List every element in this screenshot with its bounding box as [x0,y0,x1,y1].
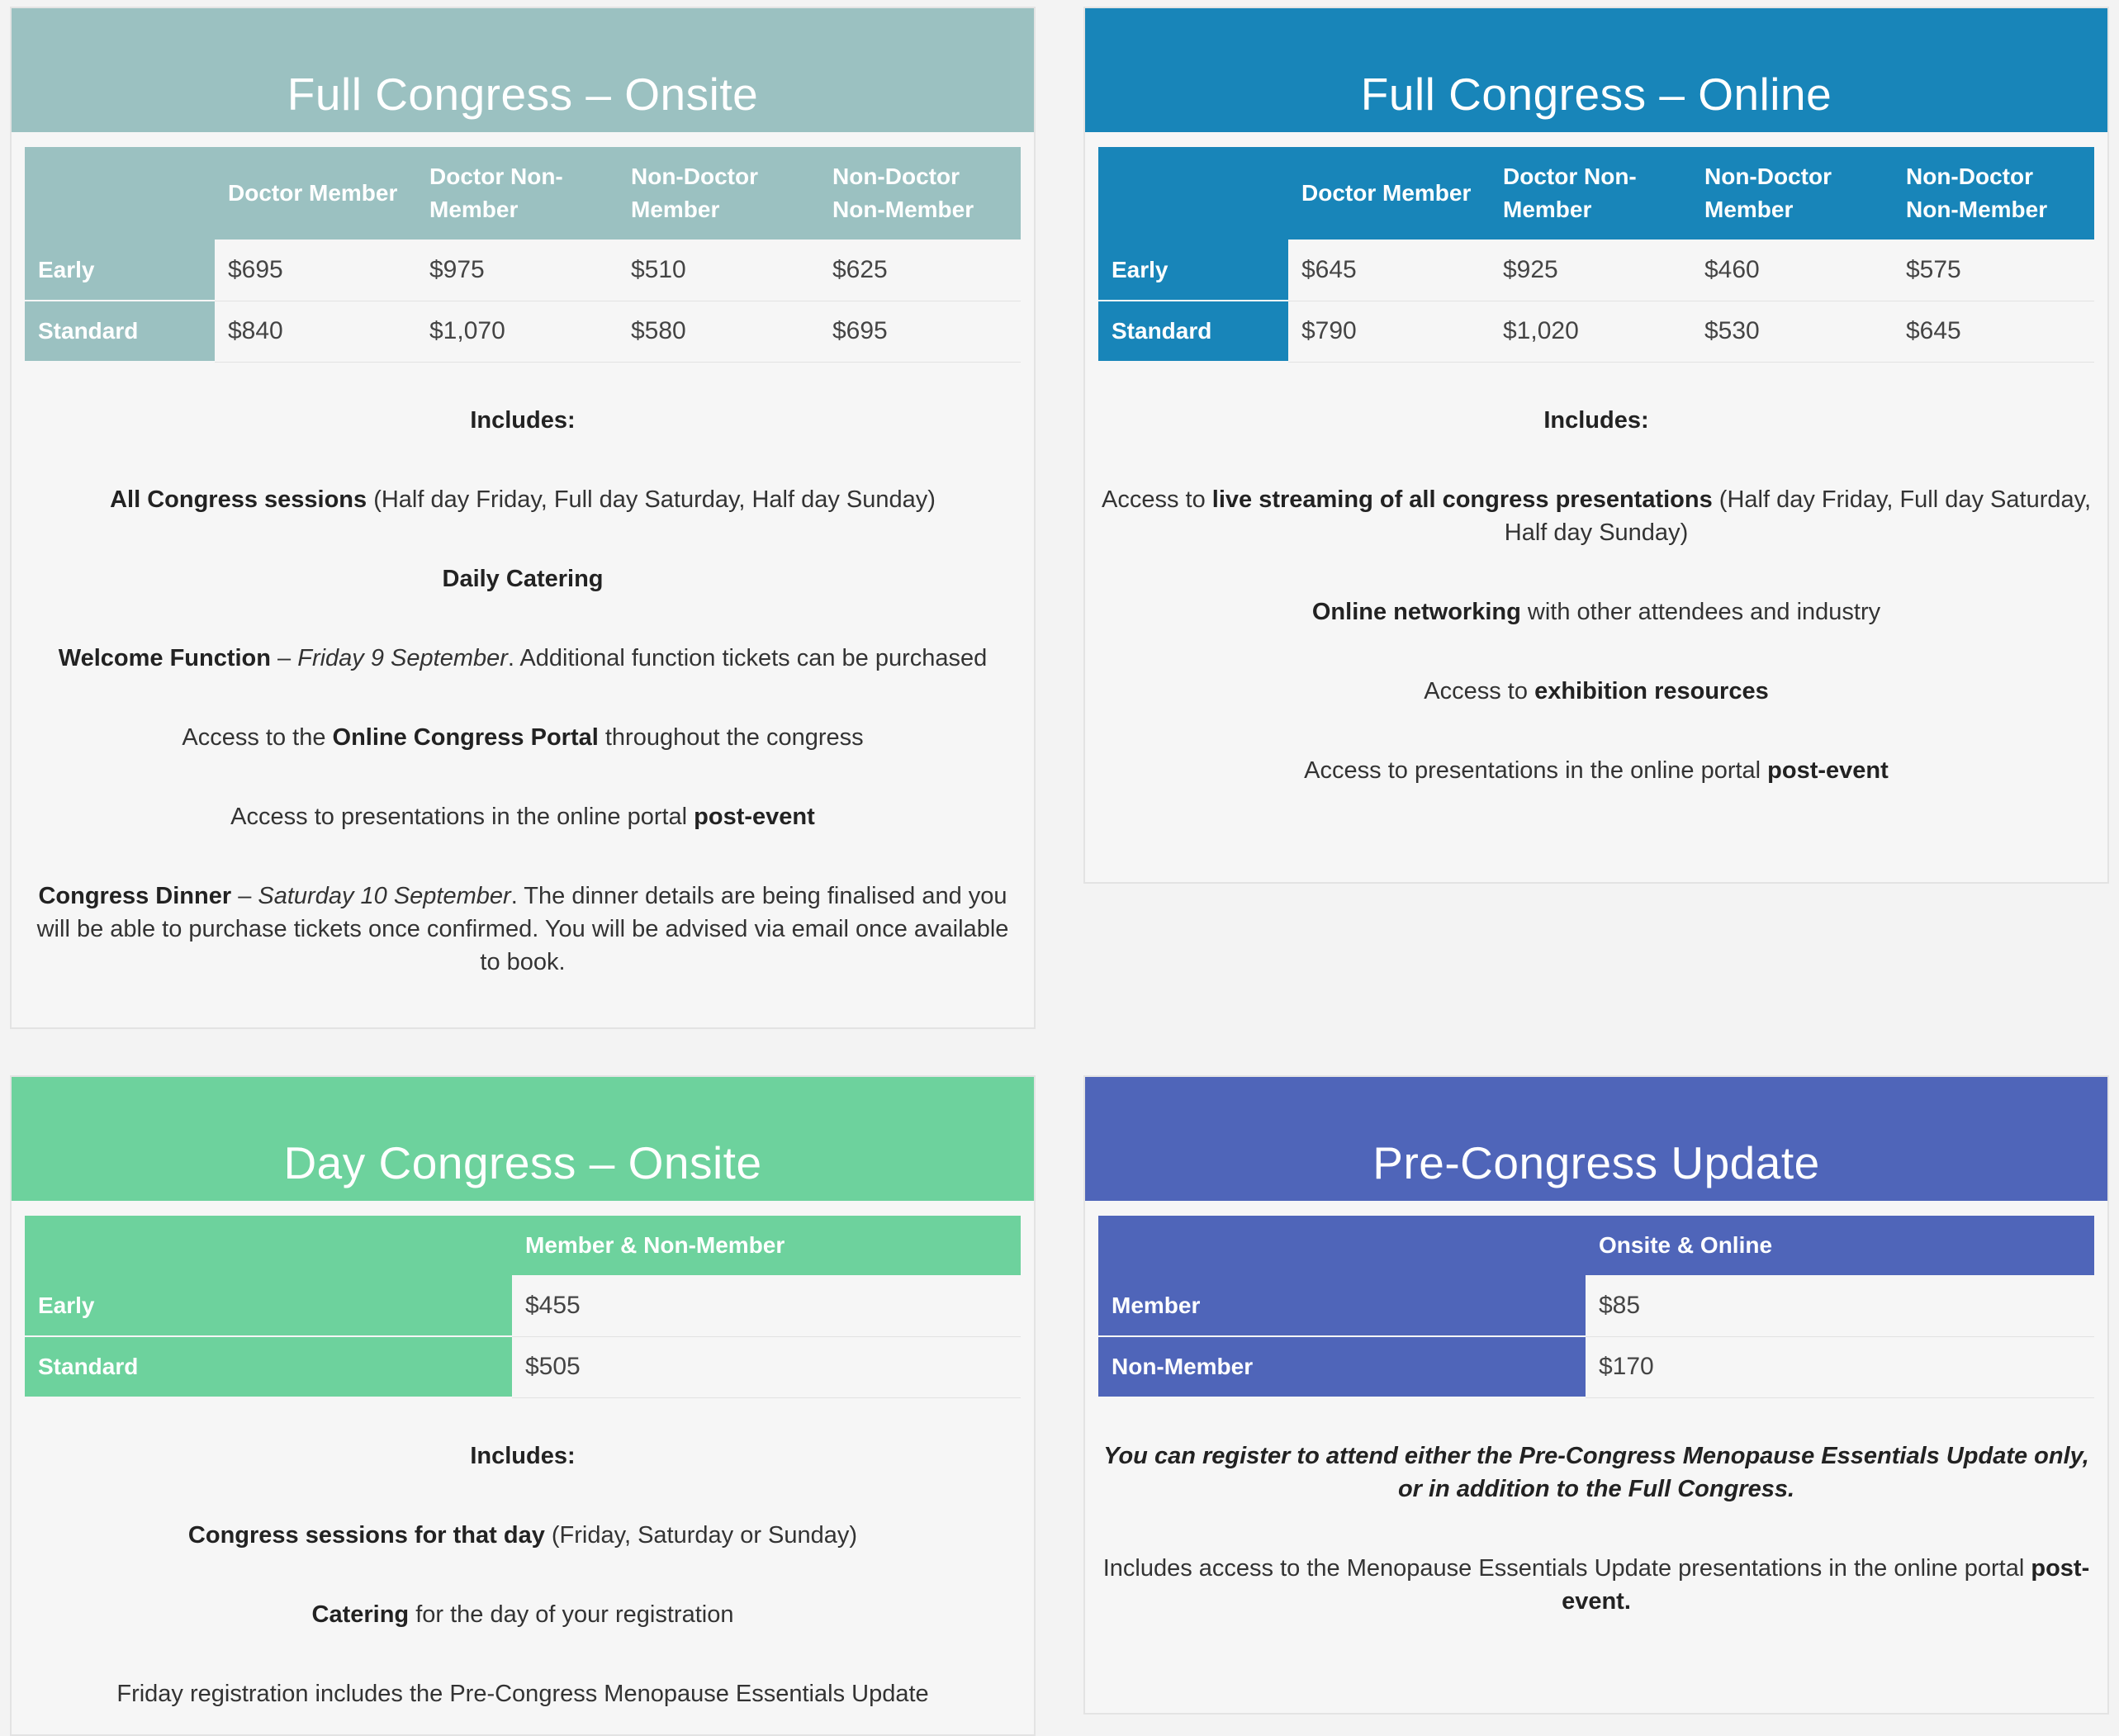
price-cell: $510 [618,240,819,301]
include-item: Online networking with other attendees a… [1311,599,1881,625]
table-header-row: Doctor Member Doctor Non-Member Non-Doct… [1098,147,2094,240]
price-cell: $1,020 [1490,301,1691,363]
table-row: Standard $790 $1,020 $530 $645 [1098,301,2094,363]
pricing-table: Member & Non-Member Early $455 Standard … [25,1216,1021,1398]
column-header [25,147,215,240]
includes-heading: Includes: [1543,407,1649,434]
column-header: Doctor Member [215,147,416,240]
card-full-congress-online: Full Congress – Online Doctor Member Doc… [1083,7,2109,884]
row-label: Member [1098,1275,1586,1337]
card-pre-congress-update: Pre-Congress Update Onsite & Online Memb… [1083,1075,2109,1715]
price-cell: $790 [1288,301,1490,363]
row-label: Early [25,1275,512,1337]
table-row: Early $695 $975 $510 $625 [25,240,1021,301]
price-cell: $170 [1586,1336,2094,1398]
table-header-row: Member & Non-Member [25,1216,1021,1275]
includes-section: You can register to attend either the Pr… [1098,1440,2094,1618]
row-label: Standard [1098,301,1288,363]
includes-heading: Includes: [470,1443,576,1469]
includes-section: Includes: All Congress sessions (Half da… [25,404,1021,979]
column-header: Non-Doctor Member [618,147,819,240]
table-row: Standard $840 $1,070 $580 $695 [25,301,1021,363]
include-item: Access to the Online Congress Portal thr… [182,724,864,751]
card-day-congress-onsite: Day Congress – Onsite Member & Non-Membe… [10,1075,1036,1736]
column-header: Doctor Non-Member [416,147,618,240]
row-label: Early [1098,240,1288,301]
row-label: Early [25,240,215,301]
price-cell: $85 [1586,1275,2094,1337]
include-item: Daily Catering [442,566,604,592]
includes-section: Includes: Congress sessions for that day… [25,1440,1021,1710]
price-cell: $625 [819,240,1021,301]
card-title: Full Congress – Online [1085,8,2107,132]
includes-section: Includes: Access to live streaming of al… [1098,404,2094,787]
card-title: Full Congress – Onsite [12,8,1034,132]
card-title: Day Congress – Onsite [12,1077,1034,1201]
price-cell: $695 [215,240,416,301]
table-row: Member $85 [1098,1275,2094,1337]
include-item: Includes access to the Menopause Essenti… [1102,1555,2090,1615]
price-cell: $1,070 [416,301,618,363]
include-item: Access to presentations in the online po… [230,804,815,830]
price-cell: $695 [819,301,1021,363]
card-full-congress-onsite: Full Congress – Onsite Doctor Member Doc… [10,7,1036,1029]
price-cell: $840 [215,301,416,363]
column-header: Doctor Non-Member [1490,147,1691,240]
column-header [25,1216,512,1275]
table-row: Early $455 [25,1275,1021,1337]
includes-heading: Includes: [470,407,576,434]
pricing-table: Doctor Member Doctor Non-Member Non-Doct… [25,147,1021,363]
price-cell: $975 [416,240,618,301]
pricing-table: Doctor Member Doctor Non-Member Non-Doct… [1098,147,2094,363]
table-row: Non-Member $170 [1098,1336,2094,1398]
include-item: Access to live streaming of all congress… [1101,486,2092,546]
include-item: Friday registration includes the Pre-Con… [116,1681,929,1707]
column-header: Non-Doctor Non-Member [1893,147,2094,240]
registration-note: You can register to attend either the Pr… [1103,1443,2089,1502]
price-cell: $580 [618,301,819,363]
include-item: Congress Dinner – Saturday 10 September.… [36,883,1009,975]
price-cell: $645 [1288,240,1490,301]
table-row: Early $645 $925 $460 $575 [1098,240,2094,301]
column-header [1098,1216,1586,1275]
row-label: Standard [25,1336,512,1398]
include-item: Congress sessions for that day (Friday, … [187,1522,858,1549]
price-cell: $645 [1893,301,2094,363]
include-item: All Congress sessions (Half day Friday, … [110,486,936,513]
include-item: Welcome Function – Friday 9 September. A… [58,645,988,671]
price-cell: $455 [512,1275,1021,1337]
column-header: Non-Doctor Non-Member [819,147,1021,240]
column-header: Doctor Member [1288,147,1490,240]
column-header [1098,147,1288,240]
column-header: Non-Doctor Member [1691,147,1893,240]
column-header: Onsite & Online [1586,1216,2094,1275]
table-row: Standard $505 [25,1336,1021,1398]
column-header: Member & Non-Member [512,1216,1021,1275]
table-header-row: Onsite & Online [1098,1216,2094,1275]
price-cell: $460 [1691,240,1893,301]
price-cell: $575 [1893,240,2094,301]
pricing-table: Onsite & Online Member $85 Non-Member $1… [1098,1216,2094,1398]
price-cell: $530 [1691,301,1893,363]
include-item: Access to exhibition resources [1424,678,1769,704]
table-header-row: Doctor Member Doctor Non-Member Non-Doct… [25,147,1021,240]
card-title: Pre-Congress Update [1085,1077,2107,1201]
price-cell: $925 [1490,240,1691,301]
include-item: Access to presentations in the online po… [1304,757,1889,784]
row-label: Non-Member [1098,1336,1586,1398]
price-cell: $505 [512,1336,1021,1398]
row-label: Standard [25,301,215,363]
include-item: Catering for the day of your registratio… [311,1601,734,1628]
